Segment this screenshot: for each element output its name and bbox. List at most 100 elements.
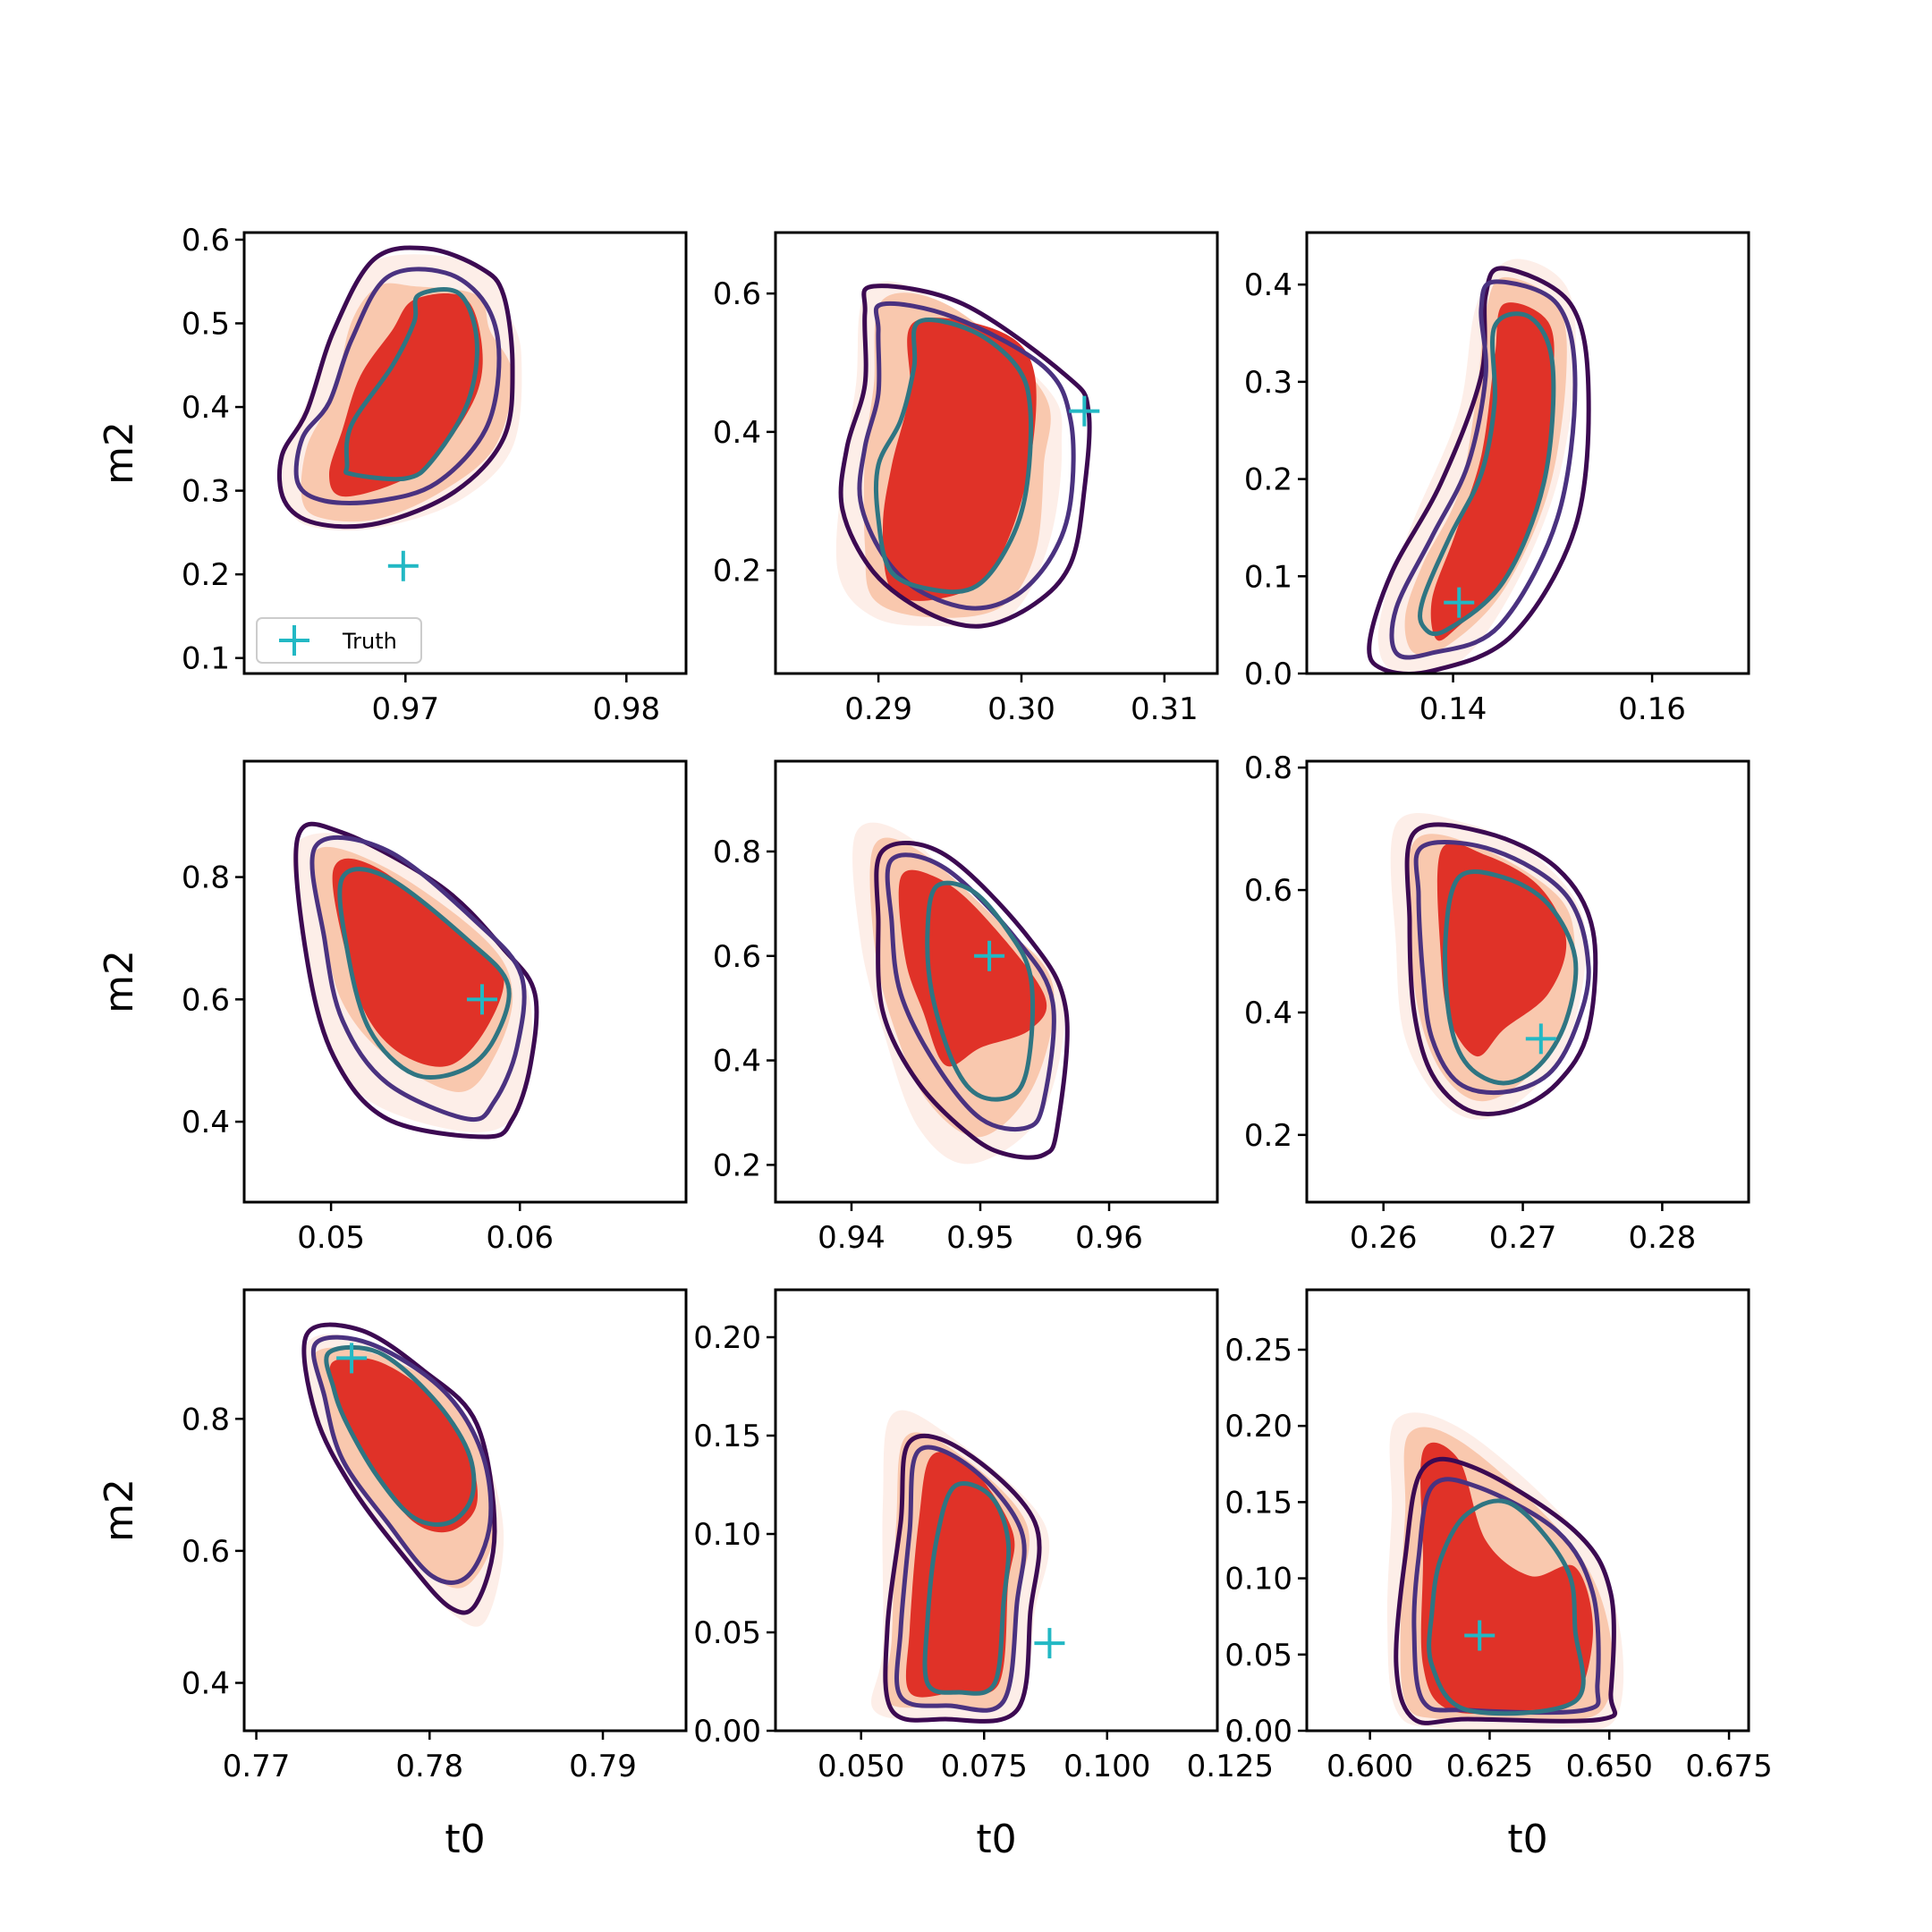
y-tick-label: 0.1 [1244, 559, 1292, 595]
density-fill-inner [905, 1452, 1015, 1698]
y-tick-label: 0.20 [1224, 1409, 1292, 1445]
contour-line-mid [309, 835, 527, 1123]
y-tick-label: 0.05 [693, 1615, 761, 1651]
y-tick-label: 0.6 [1244, 873, 1292, 909]
contour-line-inner [1427, 1498, 1586, 1716]
axes-frame [774, 231, 1219, 675]
y-axis-label: m2 [97, 421, 142, 485]
legend-label: Truth [342, 629, 397, 654]
y-tick-label: 0.15 [693, 1419, 761, 1454]
y-tick-label: 0.00 [693, 1714, 761, 1750]
density-fill-inner [1430, 302, 1555, 641]
subplot-2: 0.29 0.30 0.31 0.2 0.4 0.6 [713, 231, 1219, 727]
y-tick-label: 0.2 [713, 554, 761, 589]
x-tick-label: 0.14 [1419, 691, 1487, 727]
axes-frame [774, 759, 1219, 1204]
y-tick-label: 0.2 [1244, 1118, 1292, 1154]
y-tick-label: 0.10 [693, 1517, 761, 1553]
subplot-7: 0.77 0.78 0.79 0.4 0.6 0.8 m2 t0 [97, 1288, 688, 1862]
contour-line-inner [324, 1344, 477, 1527]
density-fill-inner [332, 858, 504, 1067]
contour-line-outer [1394, 1456, 1618, 1725]
contour-line-mid [1411, 1477, 1601, 1716]
contour-line-outer [1367, 266, 1591, 674]
legend: Truth [256, 617, 422, 664]
x-tick-label: 0.30 [987, 691, 1055, 727]
contour-line-outer [838, 284, 1092, 629]
truth-marker [1034, 1628, 1065, 1659]
y-tick-label: 0.4 [713, 415, 761, 451]
x-axis-label: t0 [976, 1817, 1016, 1862]
contour-line-inner [922, 1481, 1012, 1696]
contour-line-mid [1389, 279, 1578, 660]
contour-line-mid [1413, 840, 1591, 1096]
x-tick-label: 0.31 [1131, 691, 1199, 727]
axes-frame [1305, 231, 1750, 675]
x-tick-label: 0.97 [371, 691, 439, 727]
density-contours [1367, 258, 1591, 674]
y-tick-label: 0.6 [713, 276, 761, 312]
y-axis-label: m2 [97, 950, 142, 1013]
x-tick-label: 0.28 [1629, 1220, 1697, 1256]
x-tick-label: 0.600 [1326, 1749, 1413, 1784]
y-tick-label: 0.20 [693, 1320, 761, 1356]
y-tick-label: 0.15 [1224, 1485, 1292, 1521]
x-tick-label: 0.125 [1187, 1749, 1274, 1784]
truth-marker [336, 1343, 368, 1374]
axes-frame [1305, 759, 1750, 1204]
x-tick-label: 0.27 [1489, 1220, 1557, 1256]
y-tick-label: 0.6 [182, 223, 230, 258]
x-tick-label: 0.77 [223, 1749, 291, 1784]
y-tick-label: 0.4 [1244, 267, 1292, 303]
y-tick-label: 0.2 [713, 1148, 761, 1183]
contour-line-mid [894, 1445, 1027, 1713]
x-tick-label: 0.100 [1063, 1749, 1150, 1784]
contour-line-outer [276, 245, 515, 530]
density-contours [852, 822, 1070, 1165]
y-tick-label: 0.5 [182, 307, 230, 343]
x-tick-label: 0.98 [592, 691, 660, 727]
y-tick-label: 0.8 [713, 835, 761, 870]
density-contours [1386, 1412, 1624, 1730]
x-tick-label: 0.06 [486, 1220, 554, 1256]
contour-line-outer [1404, 822, 1598, 1116]
x-tick-label: 0.95 [946, 1220, 1014, 1256]
density-contours [301, 1322, 504, 1627]
contour-line-inner [343, 287, 479, 482]
truth-marker [1444, 587, 1475, 618]
y-tick-label: 0.2 [1244, 462, 1292, 498]
contour-line-outer [883, 1433, 1042, 1724]
y-tick-label: 0.0 [1244, 657, 1292, 692]
axes-frame [774, 1288, 1219, 1733]
subplot-5: 0.94 0.95 0.96 0.2 0.4 0.6 0.8 [713, 759, 1219, 1256]
subplot-9: 0.600 0.625 0.650 0.675 0.00 0.05 0.10 0.15 0.20… [1224, 1288, 1773, 1862]
x-tick-label: 0.675 [1685, 1749, 1772, 1784]
axes-frame [242, 231, 688, 675]
y-tick-label: 0.4 [1244, 996, 1292, 1031]
contour-line-mid [293, 267, 502, 505]
truth-marker [387, 550, 419, 581]
contour-line-inner [873, 318, 1034, 595]
density-contours [276, 245, 522, 531]
x-tick-label: 0.625 [1446, 1749, 1533, 1784]
x-tick-label: 0.26 [1350, 1220, 1418, 1256]
density-contours [292, 821, 539, 1140]
truth-marker [467, 984, 497, 1015]
subplot-4: 0.05 0.06 0.4 0.6 0.8 m2 [97, 759, 688, 1256]
x-tick-label: 0.79 [569, 1749, 637, 1784]
y-tick-label: 0.2 [182, 557, 230, 593]
density-fill-inner [1420, 1442, 1593, 1715]
x-axis-label: t0 [1507, 1817, 1547, 1862]
subplot-8: 0.050 0.075 0.100 0.125 0.00 0.05 0.10 0.15 0.20… [693, 1288, 1274, 1862]
axes-frame [242, 1288, 688, 1733]
truth-marker [974, 940, 1005, 971]
y-tick-label: 0.4 [182, 1665, 230, 1701]
contour-line-outer [301, 1322, 497, 1615]
x-tick-label: 0.050 [818, 1749, 904, 1784]
y-tick-label: 0.00 [1224, 1714, 1292, 1750]
y-tick-label: 0.8 [182, 1402, 230, 1437]
y-tick-label: 0.6 [182, 1534, 230, 1570]
x-tick-label: 0.16 [1618, 691, 1686, 727]
y-tick-label: 0.4 [182, 1105, 230, 1140]
y-tick-label: 0.4 [713, 1044, 761, 1080]
